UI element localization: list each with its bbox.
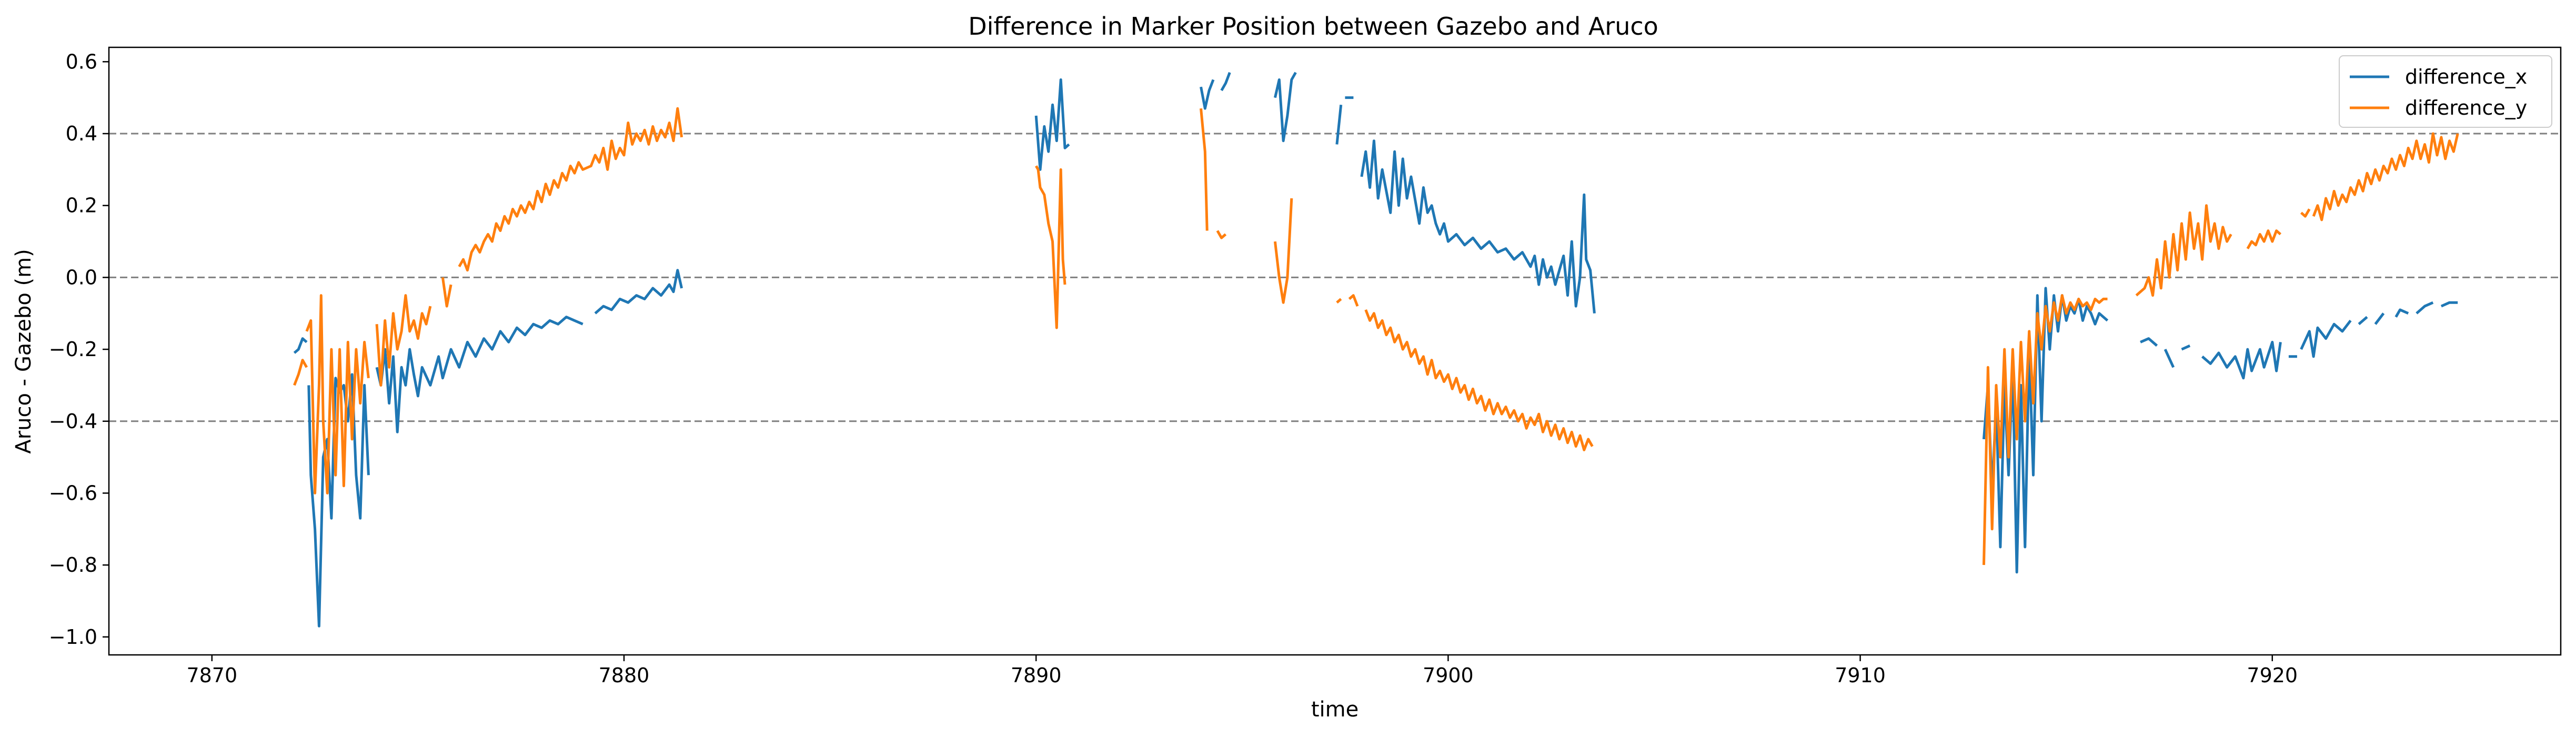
legend-frame (2339, 55, 2552, 128)
x-tick-label: 7900 (1423, 664, 1474, 687)
series-difference-x-segment (2140, 337, 2158, 347)
series-difference-y (293, 107, 2459, 565)
series-difference-x-segment (2181, 344, 2191, 351)
series-difference-y-segment (458, 107, 683, 272)
series-difference-y-segment (441, 277, 452, 308)
series-difference-x-segment (2358, 316, 2368, 326)
y-tick-label: −0.6 (49, 481, 97, 504)
y-tick-label: 0.2 (66, 194, 97, 217)
series-difference-x-segment (2164, 349, 2175, 368)
plot-area (293, 72, 2459, 628)
series-difference-x-segment (2201, 340, 2282, 380)
chart-title: Difference in Marker Position between Ga… (968, 12, 1658, 41)
series-difference-x-segment (2440, 301, 2458, 308)
series-difference-x-segment (1983, 287, 2109, 574)
series-difference-y-segment (1200, 108, 1209, 231)
series-difference-y-segment (375, 294, 432, 387)
series-difference-x-segment (1034, 78, 1070, 171)
series-difference-y-segment (2246, 229, 2282, 249)
legend: difference_x difference_y (2339, 55, 2552, 128)
y-tick-label: −1.0 (49, 625, 97, 649)
series-difference-x-segment (375, 316, 583, 433)
series-difference-y-segment (293, 359, 308, 386)
series-difference-y-segment (2312, 132, 2459, 221)
x-axis-title: time (1311, 697, 1359, 722)
y-tick-label: −0.4 (49, 410, 97, 433)
legend-label-difference-x: difference_x (2405, 65, 2527, 88)
x-tick-label: 7890 (1011, 664, 1062, 687)
series-difference-y-segment (1336, 298, 1342, 304)
series-difference-y-segment (1273, 198, 1293, 304)
series-difference-y-segment (305, 294, 370, 494)
series-difference-x-segment (1200, 79, 1215, 110)
series-difference-x-segment (2416, 301, 2434, 315)
y-tick-label: 0.4 (66, 122, 97, 145)
x-axis: 7870 7880 7890 7900 7910 7920 (186, 655, 2298, 687)
y-tick-label: −0.2 (49, 338, 97, 361)
x-tick-label: 7920 (2247, 664, 2298, 687)
series-difference-x-segment (594, 269, 683, 315)
series-difference-x-segment (1335, 105, 1343, 145)
series-difference-x-segment (2394, 308, 2409, 318)
series-difference-x-segment (2374, 312, 2385, 325)
series-difference-y-segment (1348, 294, 1359, 307)
series-difference-y-segment (2300, 208, 2311, 218)
y-axis-title: Aruco - Gazebo (m) (12, 249, 36, 453)
y-tick-label: 0.6 (66, 50, 97, 73)
series-difference-x-segment (1220, 72, 1231, 92)
y-tick-label: 0.0 (66, 266, 97, 289)
axes-frame (108, 46, 2562, 656)
series-difference-x-segment (1273, 72, 1297, 143)
series-difference-y-segment (1216, 230, 1227, 239)
y-tick-label: −0.8 (49, 553, 97, 577)
series-difference-x-segment (1360, 139, 1596, 314)
series-difference-y-segment (1364, 309, 1594, 451)
x-tick-label: 7910 (1835, 664, 1886, 687)
y-axis: −1.0 −0.8 −0.6 −0.4 −0.2 0.0 0.2 0.4 0.6 (49, 50, 109, 649)
series-difference-y-segment (1983, 294, 2108, 565)
series-difference-y-segment (2135, 204, 2232, 297)
series-difference-x-segment (2300, 319, 2352, 358)
x-tick-label: 7880 (599, 664, 650, 687)
x-tick-label: 7870 (186, 664, 237, 687)
series-difference-y-segment (1035, 165, 1066, 329)
series-difference-x-segment (293, 337, 308, 354)
legend-label-difference-y: difference_y (2405, 96, 2527, 119)
